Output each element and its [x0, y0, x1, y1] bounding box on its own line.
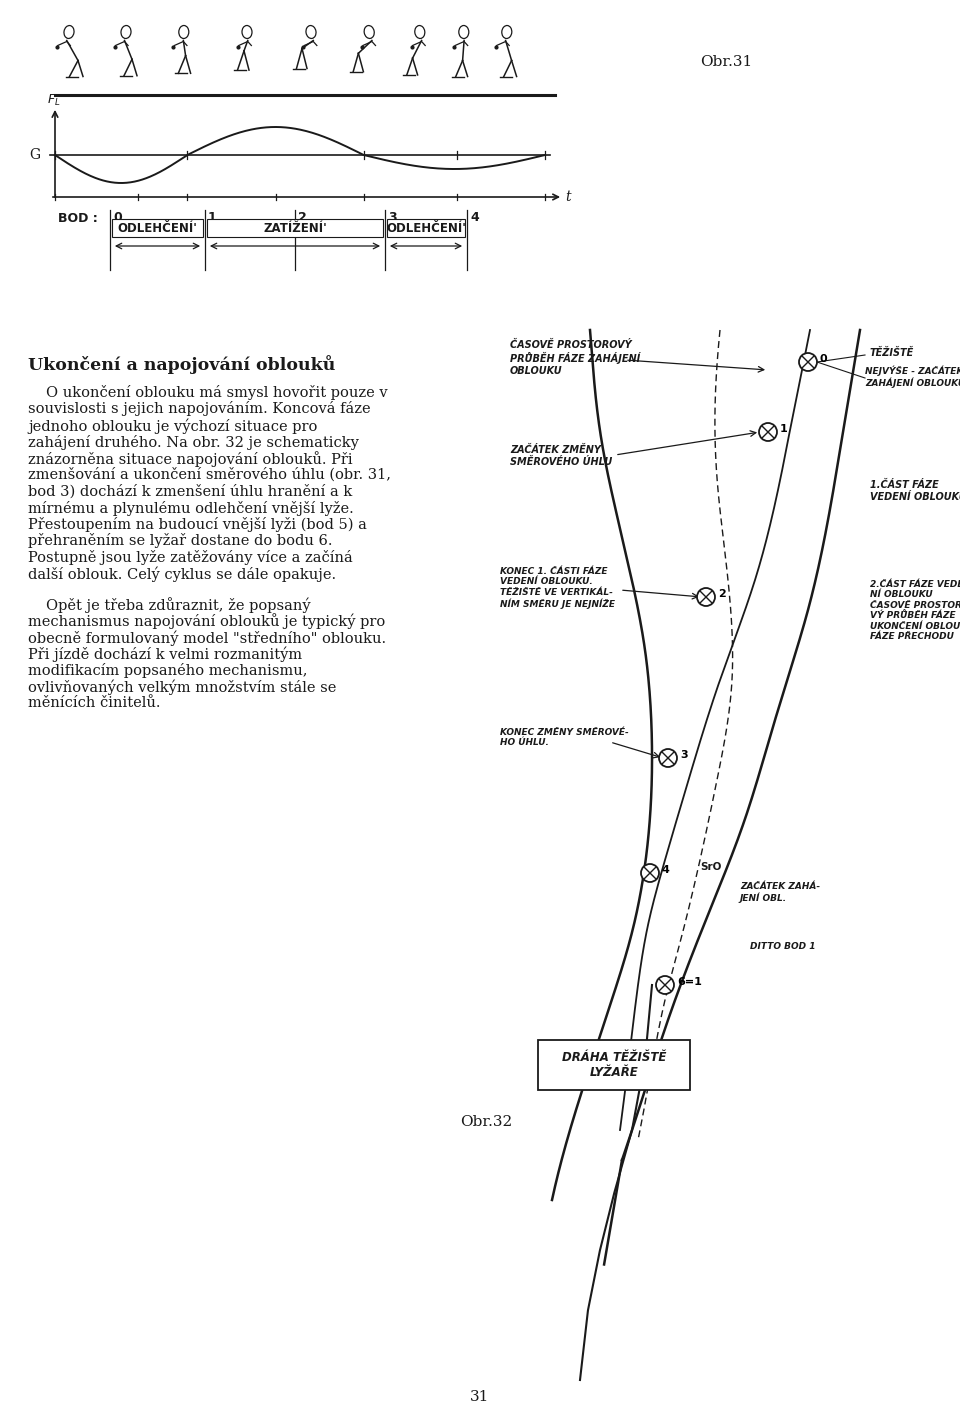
Text: 3: 3: [388, 212, 396, 224]
Text: ODLEHČENÍ': ODLEHČENÍ': [386, 221, 466, 234]
Text: 3: 3: [680, 750, 687, 760]
Text: ODLEHČENÍ': ODLEHČENÍ': [117, 221, 198, 234]
Text: Přestoupením na budoucí vnější lyži (bod 5) a: Přestoupením na budoucí vnější lyži (bod…: [28, 517, 367, 532]
Text: ovlivňovaných velkým množstvím stále se: ovlivňovaných velkým množstvím stále se: [28, 680, 336, 695]
Ellipse shape: [502, 25, 512, 38]
Text: zmenšování a ukončení směrového úhlu (obr. 31,: zmenšování a ukončení směrového úhlu (ob…: [28, 468, 391, 482]
Text: 1: 1: [208, 212, 217, 224]
FancyBboxPatch shape: [112, 219, 203, 237]
Text: DITTO BOD 1: DITTO BOD 1: [750, 942, 815, 950]
Circle shape: [697, 588, 715, 606]
Text: 2.ČÁST FÁZE VEDE-
NÍ OBLOUKU
ČASOVĚ PROSTORO-
VÝ PRŮBĚH FÁZE
UKONČENÍ OBLOUKU
FÁ: 2.ČÁST FÁZE VEDE- NÍ OBLOUKU ČASOVĚ PROS…: [870, 580, 960, 642]
Text: 1.ČÁST FÁZE
VEDENÍ OBLOUKU: 1.ČÁST FÁZE VEDENÍ OBLOUKU: [870, 479, 960, 502]
Text: bod 3) dochází k zmenšení úhlu hranění a k: bod 3) dochází k zmenšení úhlu hranění a…: [28, 484, 352, 498]
Text: 4: 4: [662, 864, 670, 876]
Text: TĚŽIŠTĚ: TĚŽIŠTĚ: [870, 348, 914, 358]
Text: Obr.31: Obr.31: [700, 55, 753, 69]
Ellipse shape: [459, 25, 468, 38]
Text: mírnému a plynulému odlehčení vnější lyže.: mírnému a plynulému odlehčení vnější lyž…: [28, 501, 353, 516]
Ellipse shape: [242, 25, 252, 38]
Text: souvislosti s jejich napojováním. Koncová fáze: souvislosti s jejich napojováním. Koncov…: [28, 402, 371, 416]
Text: měnících činitelů.: měnících činitelů.: [28, 697, 160, 711]
Text: G: G: [29, 148, 40, 162]
Text: mechanismus napojování oblouků je typický pro: mechanismus napojování oblouků je typick…: [28, 613, 385, 629]
Text: 6=1: 6=1: [677, 977, 702, 987]
Text: ZAČÁTEK ZMĚNY
SMĚROVÉHO ÚHLU: ZAČÁTEK ZMĚNY SMĚROVÉHO ÚHLU: [510, 446, 612, 467]
Text: modifikacím popsaného mechanismu,: modifikacím popsaného mechanismu,: [28, 663, 307, 678]
Text: 4: 4: [470, 212, 479, 224]
Text: $F_L$: $F_L$: [47, 93, 60, 109]
FancyBboxPatch shape: [538, 1041, 690, 1090]
Ellipse shape: [415, 25, 425, 38]
Ellipse shape: [64, 25, 74, 38]
Text: Ukončení a napojování oblouků: Ukončení a napojování oblouků: [28, 355, 335, 374]
Text: 1: 1: [780, 424, 788, 434]
Text: další oblouk. Celý cyklus se dále opakuje.: další oblouk. Celý cyklus se dále opakuj…: [28, 567, 336, 582]
Text: Postupně jsou lyže zatěžovány více a začíná: Postupně jsou lyže zatěžovány více a zač…: [28, 550, 352, 565]
Text: ČASOVĚ PROSTOROVÝ
PRŮBĚH FÁZE ZAHÁJENÍ
OBLOUKU: ČASOVĚ PROSTOROVÝ PRŮBĚH FÁZE ZAHÁJENÍ O…: [510, 340, 640, 376]
Ellipse shape: [364, 25, 374, 38]
Text: ZATÍŽENÍ': ZATÍŽENÍ': [263, 221, 326, 234]
Text: obecně formulovaný model "středního" oblouku.: obecně formulovaný model "středního" obl…: [28, 630, 386, 646]
Ellipse shape: [179, 25, 189, 38]
Text: Při jízdě dochází k velmi rozmanitým: Při jízdě dochází k velmi rozmanitým: [28, 647, 302, 663]
Text: 31: 31: [470, 1390, 490, 1404]
FancyBboxPatch shape: [387, 219, 465, 237]
Circle shape: [659, 749, 677, 767]
Text: O ukončení oblouku má smysl hovořit pouze v: O ukončení oblouku má smysl hovořit pouz…: [46, 385, 388, 400]
Text: Opět je třeba zdůraznit, že popsaný: Opět je třeba zdůraznit, že popsaný: [46, 596, 311, 613]
Text: 2: 2: [298, 212, 307, 224]
Text: NEJVÝŠE - ZAČÁTEK
ZAHÁJENÍ OBLOUKU: NEJVÝŠE - ZAČÁTEK ZAHÁJENÍ OBLOUKU: [865, 365, 960, 388]
Text: zahájení druhého. Na obr. 32 je schematicky: zahájení druhého. Na obr. 32 je schemati…: [28, 434, 359, 450]
Text: 0: 0: [113, 212, 122, 224]
Text: DRÁHA TĚŽIŠTĚ
LYŽAŘE: DRÁHA TĚŽIŠTĚ LYŽAŘE: [562, 1050, 666, 1079]
Text: SrO: SrO: [700, 862, 721, 871]
Circle shape: [759, 423, 777, 441]
Circle shape: [641, 864, 659, 883]
Text: přehraněním se lyžař dostane do bodu 6.: přehraněním se lyžař dostane do bodu 6.: [28, 533, 332, 548]
Text: znázorněna situace napojování oblouků. Při: znázorněna situace napojování oblouků. P…: [28, 451, 352, 467]
Text: Obr.32: Obr.32: [460, 1115, 513, 1129]
Text: 0: 0: [820, 354, 828, 364]
Circle shape: [799, 352, 817, 371]
Text: 2: 2: [718, 589, 726, 599]
Text: BOD :: BOD :: [58, 212, 98, 226]
Text: jednoho oblouku je výchozí situace pro: jednoho oblouku je výchozí situace pro: [28, 417, 318, 433]
Text: t: t: [565, 190, 570, 204]
Text: ZAČÁTEK ZAHÁ-
JENÍ OBL.: ZAČÁTEK ZAHÁ- JENÍ OBL.: [740, 883, 820, 904]
Ellipse shape: [121, 25, 131, 38]
Ellipse shape: [306, 25, 316, 38]
Text: KONEC ZMĚNY SMĚROVÉ-
HO ÚHLU.: KONEC ZMĚNY SMĚROVÉ- HO ÚHLU.: [500, 728, 629, 747]
Circle shape: [656, 976, 674, 994]
Text: KONEC 1. ČÁSTI FÁZE
VEDENÍ OBLOUKU.
TĚŽIŠTĚ VE VERTIKÁL-
NÍM SMĚRU JE NEJNÍŽE: KONEC 1. ČÁSTI FÁZE VEDENÍ OBLOUKU. TĚŽI…: [500, 567, 615, 609]
FancyBboxPatch shape: [207, 219, 383, 237]
